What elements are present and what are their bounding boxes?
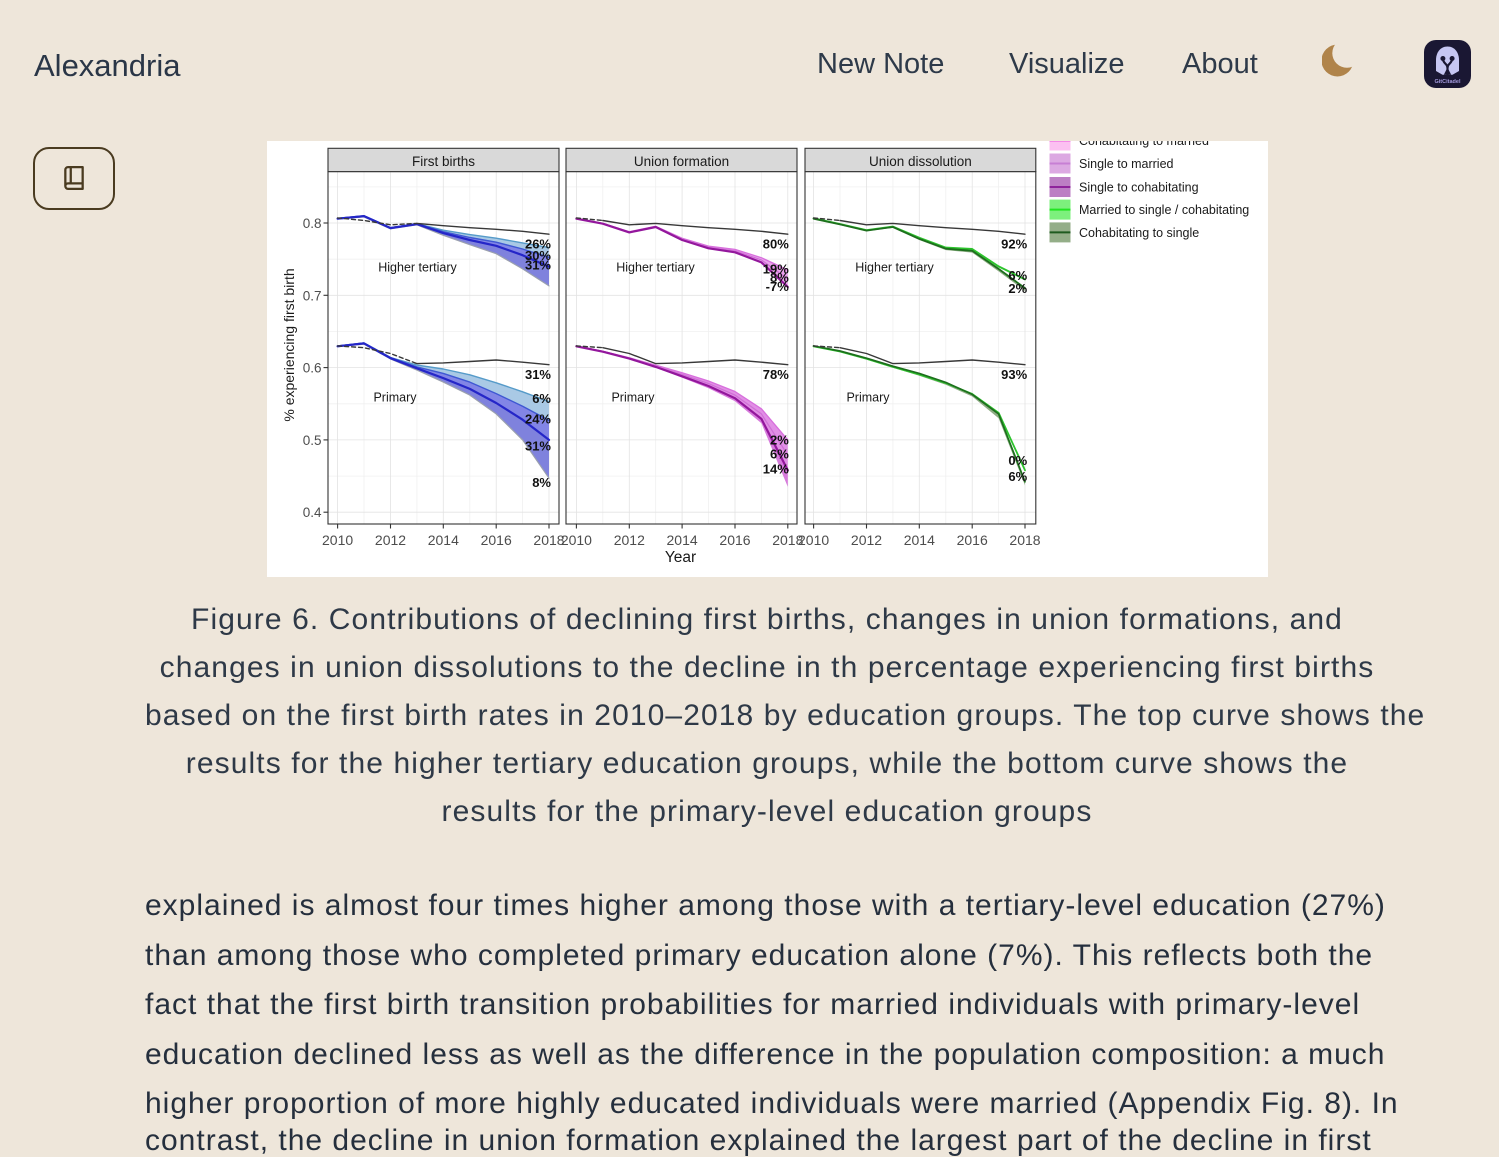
svg-text:Higher tertiary: Higher tertiary [378,260,457,274]
svg-text:31%: 31% [525,439,551,454]
svg-text:First births: First births [412,154,475,169]
svg-text:2012: 2012 [614,532,645,548]
svg-text:Single to married: Single to married [1079,157,1174,171]
svg-text:Cohabitating to single: Cohabitating to single [1079,226,1199,240]
svg-text:2012: 2012 [375,532,406,548]
svg-text:31%: 31% [525,257,551,272]
svg-text:80%: 80% [763,237,789,252]
svg-text:Single to cohabitating: Single to cohabitating [1079,181,1199,195]
svg-text:2016: 2016 [719,532,750,548]
svg-text:2%: 2% [770,433,789,448]
svg-text:2018: 2018 [1009,532,1040,548]
svg-text:26%: 26% [525,236,551,251]
svg-text:19%: 19% [763,262,789,277]
svg-text:Union formation: Union formation [634,154,729,169]
svg-text:93%: 93% [1001,367,1027,382]
svg-text:6%: 6% [770,446,789,461]
svg-text:0.7: 0.7 [303,288,322,303]
svg-text:31%: 31% [525,367,551,382]
svg-text:2010: 2010 [798,532,829,548]
svg-text:GitCitadel: GitCitadel [1435,79,1461,85]
svg-text:8%: 8% [770,270,789,285]
svg-text:30%: 30% [525,248,551,263]
svg-text:Cohabitating to married: Cohabitating to married [1079,141,1209,148]
svg-text:Higher tertiary: Higher tertiary [616,260,695,274]
svg-text:6%: 6% [1008,268,1027,283]
svg-text:Married to single / cohabitati: Married to single / cohabitating [1079,203,1249,217]
svg-text:92%: 92% [1001,237,1027,252]
svg-text:2010: 2010 [322,532,353,548]
svg-text:78%: 78% [763,367,789,382]
svg-text:14%: 14% [763,462,789,477]
svg-text:2014: 2014 [667,532,698,548]
svg-text:6%: 6% [1008,469,1027,484]
svg-text:Higher tertiary: Higher tertiary [855,260,934,274]
svg-text:Year: Year [665,549,696,566]
svg-text:2%: 2% [1008,281,1027,296]
svg-text:Primary: Primary [846,390,890,404]
svg-text:2012: 2012 [851,532,882,548]
svg-text:2014: 2014 [428,532,459,548]
svg-text:0.4: 0.4 [303,505,322,520]
svg-text:2018: 2018 [772,532,803,548]
svg-text:Primary: Primary [373,390,417,404]
svg-text:0.5: 0.5 [303,433,322,448]
svg-text:Primary: Primary [611,390,655,404]
svg-text:-7%: -7% [766,279,790,294]
svg-text:2016: 2016 [957,532,988,548]
svg-text:2016: 2016 [481,532,512,548]
svg-text:Union dissolution: Union dissolution [869,154,972,169]
svg-text:2018: 2018 [533,532,564,548]
svg-text:% experiencing first birth: % experiencing first birth [281,268,297,421]
svg-text:6%: 6% [532,391,551,406]
svg-text:2010: 2010 [561,532,592,548]
svg-text:8%: 8% [532,475,551,490]
svg-text:0.8: 0.8 [303,216,322,231]
svg-text:24%: 24% [525,411,551,426]
svg-text:0.6: 0.6 [303,361,322,376]
svg-text:0%: 0% [1008,453,1027,468]
svg-text:2014: 2014 [904,532,935,548]
